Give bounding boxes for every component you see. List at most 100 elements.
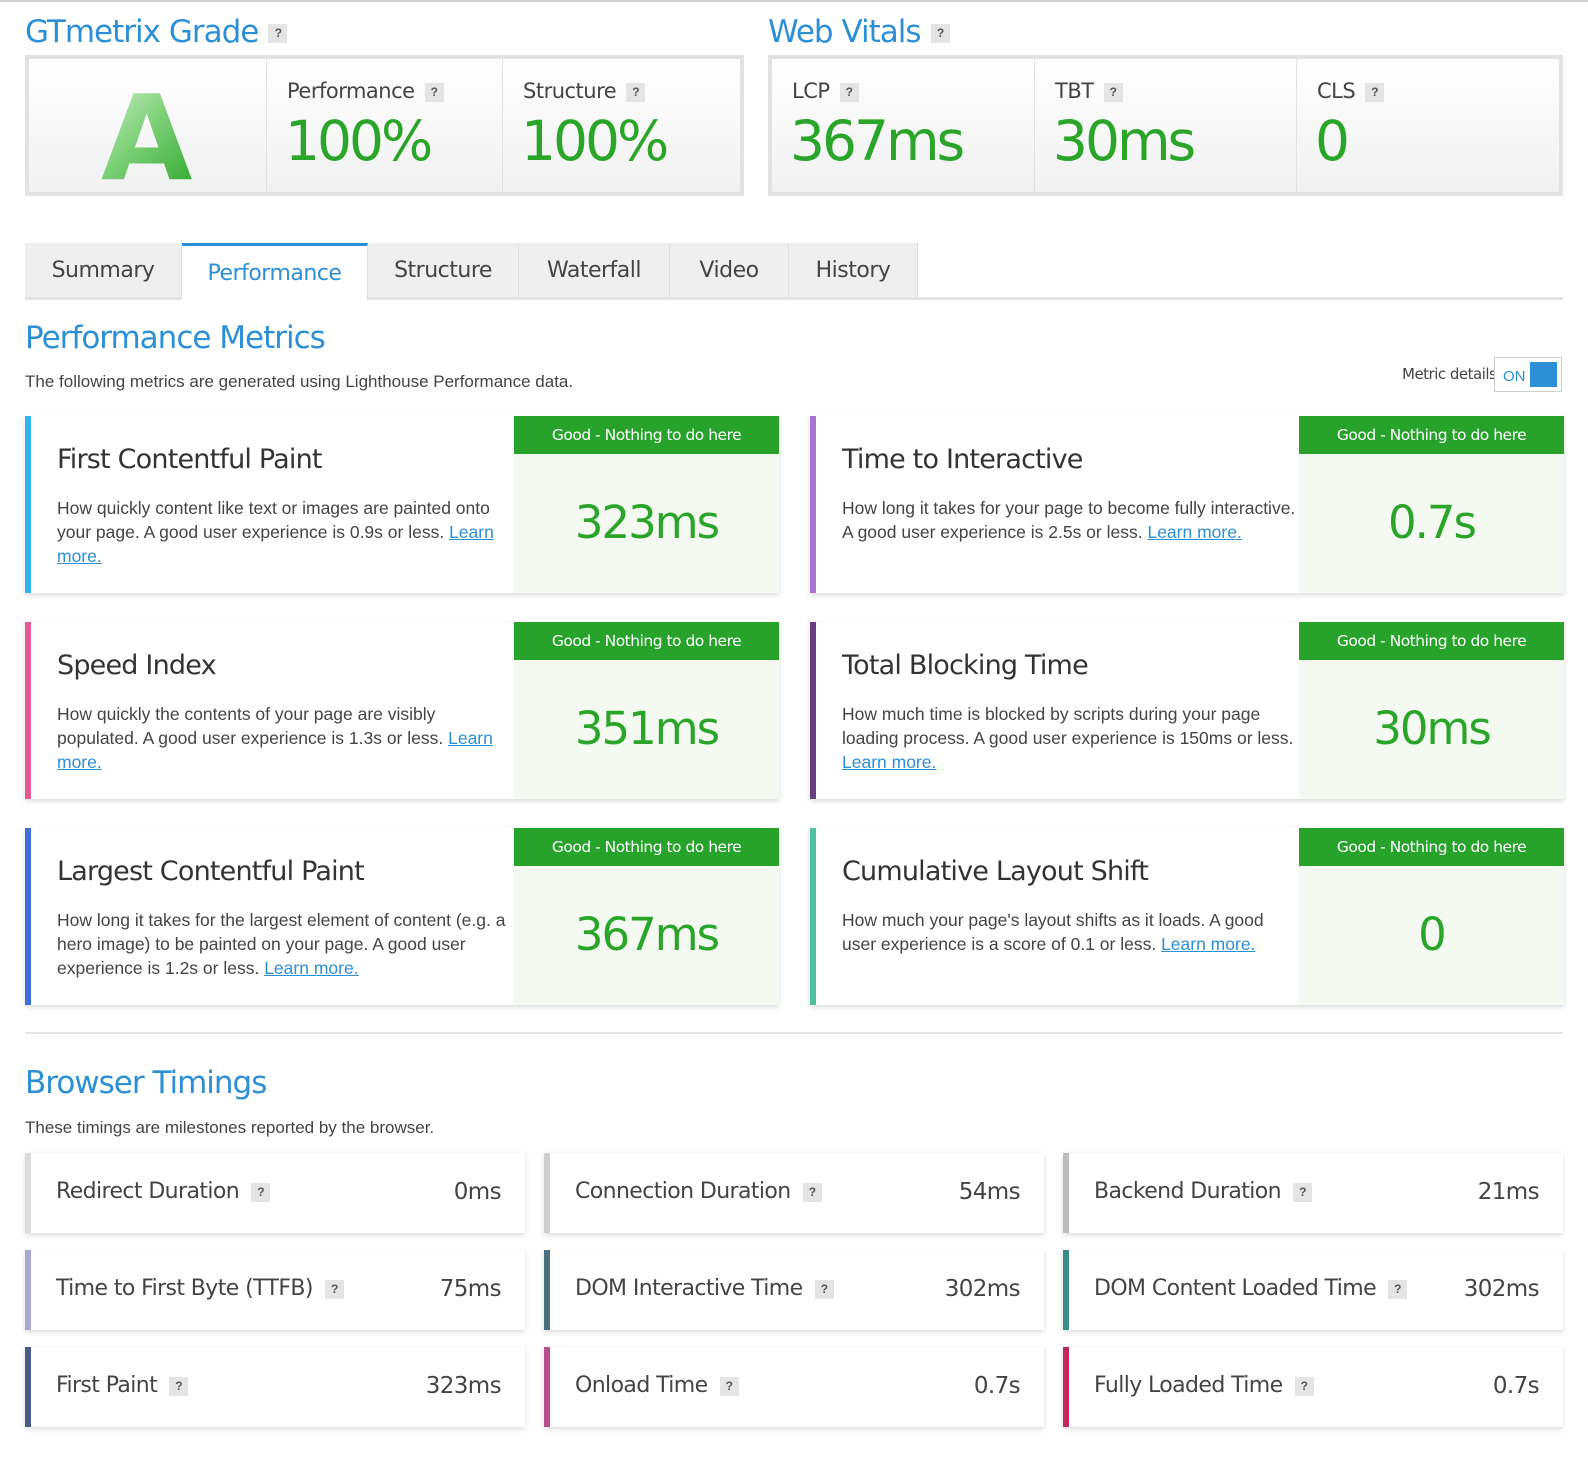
- metric-details-toggle[interactable]: ON: [1494, 357, 1562, 392]
- help-icon[interactable]: ?: [324, 1279, 344, 1299]
- timing-label: Redirect Duration?: [56, 1179, 271, 1204]
- learn-more-link[interactable]: Learn more.: [264, 958, 359, 978]
- metric-result-panel: Good - Nothing to do here 0: [1299, 828, 1564, 1005]
- timing-value: 0ms: [453, 1179, 502, 1205]
- timing-value: 323ms: [425, 1373, 502, 1399]
- web-vitals-box: LCP? 367ms TBT? 30ms CLS? 0: [768, 55, 1563, 196]
- timing-label: DOM Content Loaded Time?: [1094, 1276, 1408, 1301]
- learn-more-link[interactable]: Learn more.: [57, 728, 493, 772]
- tab-performance[interactable]: Performance: [182, 243, 368, 300]
- performance-score-cell: Performance? 100%: [266, 59, 502, 192]
- timing-card: Fully Loaded Time? 0.7s: [1063, 1347, 1563, 1427]
- toggle-knob: [1530, 362, 1557, 387]
- grade-box: A Performance? 100% Structure? 100%: [25, 55, 744, 207]
- help-icon[interactable]: ?: [930, 24, 950, 43]
- help-icon[interactable]: ?: [268, 24, 288, 43]
- metric-result-panel: Good - Nothing to do here 351ms: [514, 622, 779, 799]
- help-icon[interactable]: ?: [719, 1376, 739, 1396]
- help-icon[interactable]: ?: [1293, 1182, 1313, 1202]
- metric-value: 351ms: [574, 702, 720, 755]
- tab-video[interactable]: Video: [670, 243, 789, 297]
- timing-card: Onload Time? 0.7s: [544, 1347, 1044, 1427]
- tab-structure[interactable]: Structure: [368, 243, 519, 297]
- tab-history[interactable]: History: [789, 243, 918, 297]
- timing-label: First Paint?: [56, 1373, 189, 1398]
- top-border: [0, 0, 1588, 2]
- metric-card: First Contentful Paint How quickly conten…: [25, 416, 779, 593]
- web-vitals-title: Web Vitals?: [768, 14, 950, 50]
- timing-value: 302ms: [944, 1276, 1021, 1302]
- cls-value: 0: [1315, 109, 1350, 173]
- lcp-value: 367ms: [790, 109, 965, 173]
- timing-value: 75ms: [439, 1276, 502, 1302]
- help-icon[interactable]: ?: [169, 1376, 189, 1396]
- lcp-cell: LCP? 367ms: [772, 59, 1034, 192]
- status-badge: Good - Nothing to do here: [1299, 416, 1564, 454]
- help-icon[interactable]: ?: [1388, 1279, 1408, 1299]
- tbt-label: TBT?: [1055, 79, 1123, 103]
- help-icon[interactable]: ?: [626, 82, 646, 102]
- timing-value: 0.7s: [1492, 1373, 1540, 1399]
- help-icon[interactable]: ?: [1365, 82, 1385, 102]
- metric-title: Time to Interactive: [842, 444, 1083, 475]
- help-icon[interactable]: ?: [1103, 82, 1123, 102]
- timing-label: Connection Duration?: [575, 1179, 822, 1204]
- metric-title: Cumulative Layout Shift: [842, 856, 1149, 887]
- cls-label: CLS?: [1317, 79, 1385, 103]
- timing-card: Connection Duration? 54ms: [544, 1153, 1044, 1233]
- metric-description: How long it takes for the largest elemen…: [57, 910, 506, 978]
- metric-card: Time to Interactive How long it takes for…: [810, 416, 1564, 593]
- metric-card: Largest Contentful Paint How long it take…: [25, 828, 779, 1005]
- metric-details-label: Metric details: [1402, 365, 1497, 383]
- timing-card: Backend Duration? 21ms: [1063, 1153, 1563, 1233]
- metric-result-panel: Good - Nothing to do here 30ms: [1299, 622, 1564, 799]
- timing-label: DOM Interactive Time?: [575, 1276, 834, 1301]
- help-icon[interactable]: ?: [251, 1182, 271, 1202]
- metric-result-panel: Good - Nothing to do here 367ms: [514, 828, 779, 1005]
- status-badge: Good - Nothing to do here: [514, 828, 779, 866]
- timing-card: DOM Content Loaded Time? 302ms: [1063, 1250, 1563, 1330]
- help-icon[interactable]: ?: [839, 82, 859, 102]
- help-icon[interactable]: ?: [424, 82, 444, 102]
- status-badge: Good - Nothing to do here: [1299, 828, 1564, 866]
- tab-summary[interactable]: Summary: [25, 243, 182, 297]
- metric-card: Total Blocking Time How much time is bloc…: [810, 622, 1564, 799]
- timing-card: Time to First Byte (TTFB)? 75ms: [25, 1250, 525, 1330]
- timing-label: Fully Loaded Time?: [1094, 1373, 1314, 1398]
- lcp-label: LCP?: [792, 79, 859, 103]
- learn-more-link[interactable]: Learn more.: [57, 522, 494, 566]
- browser-timings-description: These timings are milestones reported by…: [25, 1118, 435, 1137]
- timing-value: 54ms: [958, 1179, 1021, 1205]
- help-icon[interactable]: ?: [814, 1279, 834, 1299]
- structure-score-value: 100%: [521, 109, 669, 173]
- browser-timings-title: Browser Timings: [25, 1065, 267, 1101]
- metric-title: Largest Contentful Paint: [57, 856, 365, 887]
- performance-metrics-description: The following metrics are generated usin…: [25, 372, 574, 391]
- tbt-cell: TBT? 30ms: [1034, 59, 1296, 192]
- metric-value: 0.7s: [1387, 496, 1477, 549]
- metric-value: 0: [1418, 908, 1447, 961]
- help-icon[interactable]: ?: [1294, 1376, 1314, 1396]
- timing-label: Onload Time?: [575, 1373, 739, 1398]
- learn-more-link[interactable]: Learn more.: [1161, 934, 1256, 954]
- metric-description: How much your page's layout shifts as it…: [842, 910, 1264, 954]
- help-icon[interactable]: ?: [802, 1182, 822, 1202]
- metric-description: How long it takes for your page to becom…: [842, 498, 1296, 542]
- metric-value: 323ms: [574, 496, 720, 549]
- metric-card: Cumulative Layout Shift How much your pag…: [810, 828, 1564, 1005]
- metric-title: Total Blocking Time: [842, 650, 1089, 681]
- status-badge: Good - Nothing to do here: [514, 416, 779, 454]
- toggle-state: ON: [1503, 368, 1526, 385]
- structure-score-cell: Structure? 100%: [502, 59, 740, 192]
- learn-more-link[interactable]: Learn more.: [842, 752, 937, 772]
- learn-more-link[interactable]: Learn more.: [1147, 522, 1242, 542]
- metric-title: First Contentful Paint: [57, 444, 323, 475]
- tab-waterfall[interactable]: Waterfall: [519, 243, 670, 297]
- structure-score-label: Structure?: [523, 79, 646, 103]
- cls-cell: CLS? 0: [1296, 59, 1559, 192]
- metric-value: 30ms: [1373, 702, 1492, 755]
- performance-score-label: Performance?: [287, 79, 444, 103]
- report-tabs: Summary Performance Structure Waterfall …: [25, 243, 1563, 300]
- metric-description: How quickly content like text or images …: [57, 498, 494, 566]
- tbt-value: 30ms: [1053, 109, 1196, 173]
